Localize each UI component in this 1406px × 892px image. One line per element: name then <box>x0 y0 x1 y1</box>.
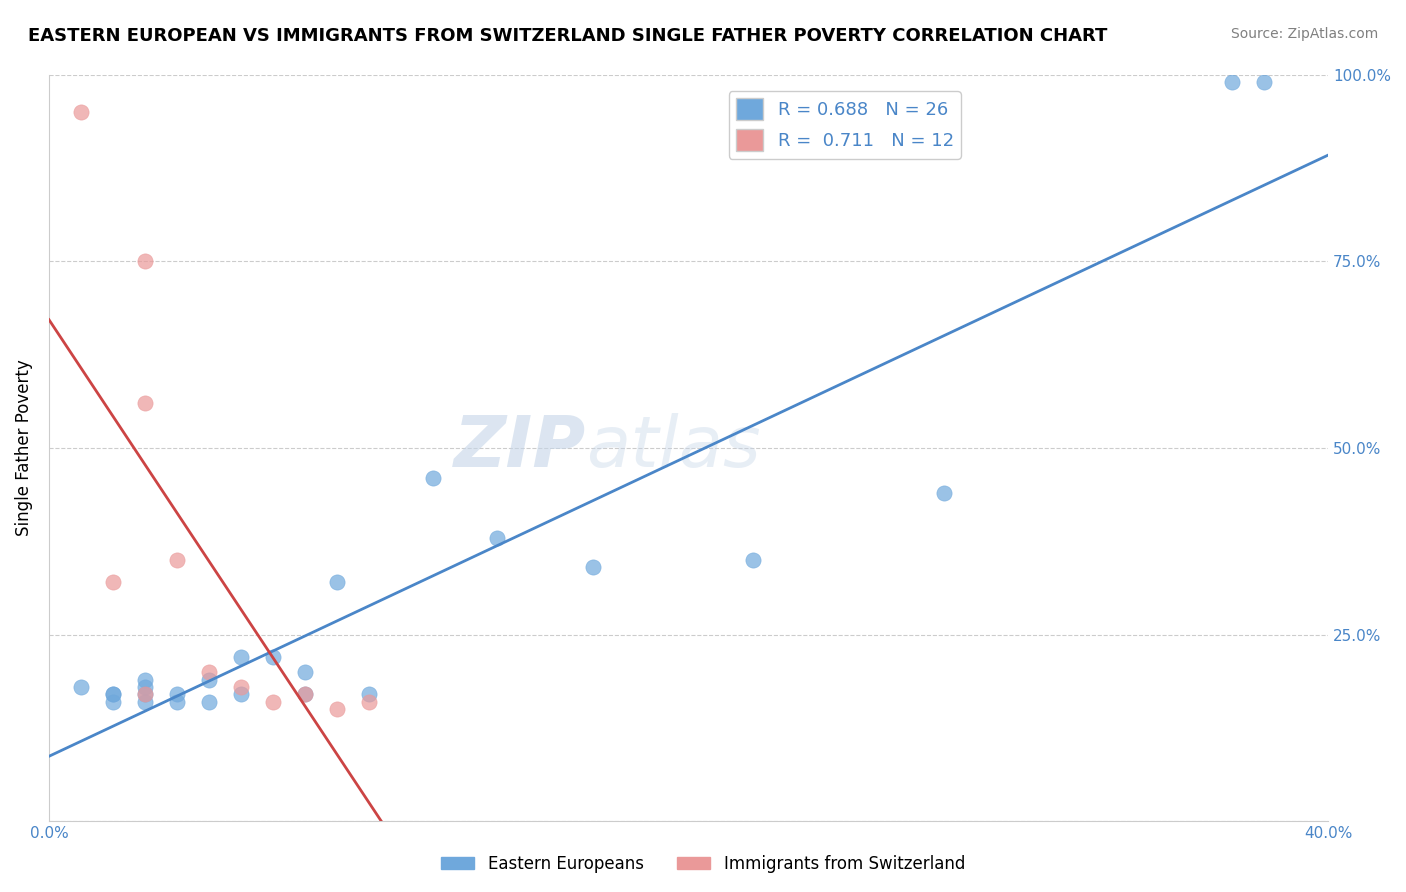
Point <box>134 680 156 694</box>
Point <box>166 695 188 709</box>
Point <box>134 688 156 702</box>
Point <box>101 575 124 590</box>
Point <box>294 688 316 702</box>
Point <box>166 553 188 567</box>
Point <box>134 396 156 410</box>
Legend: Eastern Europeans, Immigrants from Switzerland: Eastern Europeans, Immigrants from Switz… <box>434 848 972 880</box>
Point <box>581 560 603 574</box>
Point <box>229 650 252 665</box>
Point <box>357 695 380 709</box>
Point <box>1220 75 1243 89</box>
Point <box>101 688 124 702</box>
Point <box>294 688 316 702</box>
Point <box>294 665 316 679</box>
Text: ZIP: ZIP <box>454 414 586 483</box>
Point <box>262 650 284 665</box>
Point <box>741 553 763 567</box>
Text: EASTERN EUROPEAN VS IMMIGRANTS FROM SWITZERLAND SINGLE FATHER POVERTY CORRELATIO: EASTERN EUROPEAN VS IMMIGRANTS FROM SWIT… <box>28 27 1108 45</box>
Point <box>326 575 349 590</box>
Legend: R = 0.688   N = 26, R =  0.711   N = 12: R = 0.688 N = 26, R = 0.711 N = 12 <box>728 91 960 159</box>
Text: Source: ZipAtlas.com: Source: ZipAtlas.com <box>1230 27 1378 41</box>
Point <box>70 104 93 119</box>
Point <box>422 471 444 485</box>
Point <box>134 673 156 687</box>
Point <box>229 680 252 694</box>
Text: atlas: atlas <box>586 414 761 483</box>
Point <box>262 695 284 709</box>
Point <box>134 254 156 268</box>
Point <box>166 688 188 702</box>
Point <box>357 688 380 702</box>
Point <box>934 485 956 500</box>
Point <box>1253 75 1275 89</box>
Point <box>198 695 221 709</box>
Point <box>101 695 124 709</box>
Point <box>134 695 156 709</box>
Point <box>485 531 508 545</box>
Y-axis label: Single Father Poverty: Single Father Poverty <box>15 359 32 536</box>
Point <box>134 688 156 702</box>
Point <box>70 680 93 694</box>
Point <box>198 665 221 679</box>
Point <box>229 688 252 702</box>
Point <box>198 673 221 687</box>
Point <box>101 688 124 702</box>
Point <box>326 702 349 716</box>
